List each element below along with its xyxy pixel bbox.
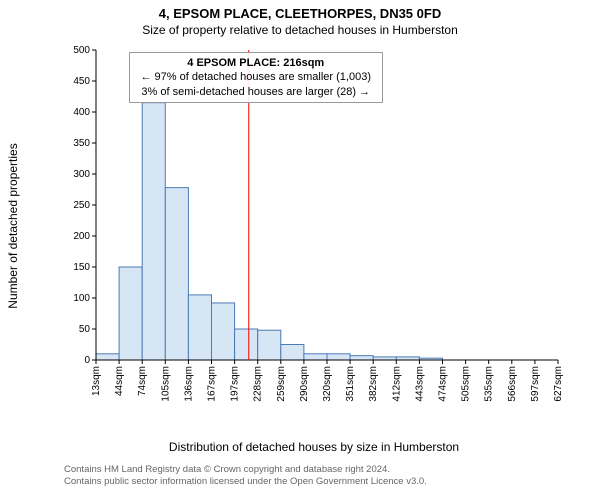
svg-text:351sqm: 351sqm [345, 366, 356, 402]
svg-text:412sqm: 412sqm [391, 366, 402, 402]
svg-text:228sqm: 228sqm [253, 366, 264, 402]
svg-text:50: 50 [79, 324, 91, 335]
annotation-line3: 3% of semi-detached houses are larger (2… [141, 86, 370, 98]
credits: Contains HM Land Registry data © Crown c… [64, 464, 427, 489]
svg-text:167sqm: 167sqm [207, 366, 218, 402]
chart-container: 4, EPSOM PLACE, CLEETHORPES, DN35 0FD Si… [0, 0, 600, 500]
svg-text:300: 300 [73, 169, 90, 180]
svg-text:443sqm: 443sqm [414, 366, 425, 402]
svg-text:44sqm: 44sqm [114, 366, 125, 396]
svg-text:320sqm: 320sqm [322, 366, 333, 402]
svg-text:566sqm: 566sqm [507, 366, 518, 402]
annotation-line2: ← 97% of detached houses are smaller (1,… [140, 71, 371, 83]
svg-text:200: 200 [73, 231, 90, 242]
svg-text:13sqm: 13sqm [91, 366, 102, 396]
svg-text:350: 350 [73, 138, 90, 149]
svg-text:627sqm: 627sqm [553, 366, 564, 402]
svg-text:535sqm: 535sqm [484, 366, 495, 402]
title-main: 4, EPSOM PLACE, CLEETHORPES, DN35 0FD [0, 0, 600, 21]
y-axis-label: Number of detached properties [6, 46, 22, 406]
x-axis-label: Distribution of detached houses by size … [64, 440, 564, 454]
svg-text:74sqm: 74sqm [137, 366, 148, 396]
svg-text:0: 0 [84, 355, 90, 366]
credits-line2: Contains public sector information licen… [64, 476, 427, 487]
svg-text:505sqm: 505sqm [461, 366, 472, 402]
svg-text:500: 500 [73, 46, 90, 56]
svg-text:259sqm: 259sqm [276, 366, 287, 402]
svg-text:382sqm: 382sqm [368, 366, 379, 402]
svg-text:290sqm: 290sqm [299, 366, 310, 402]
svg-text:136sqm: 136sqm [183, 366, 194, 402]
svg-text:474sqm: 474sqm [438, 366, 449, 402]
credits-line1: Contains HM Land Registry data © Crown c… [64, 464, 390, 475]
title-sub: Size of property relative to detached ho… [0, 21, 600, 37]
svg-text:597sqm: 597sqm [530, 366, 541, 402]
svg-text:150: 150 [73, 262, 90, 273]
svg-text:197sqm: 197sqm [230, 366, 241, 402]
svg-text:250: 250 [73, 200, 90, 211]
svg-text:400: 400 [73, 107, 90, 118]
chart-area: 0 50 100 150 200 250 300 350 400 450 500 13sqm 44sqm… [64, 46, 564, 406]
svg-text:100: 100 [73, 293, 90, 304]
annotation-box: 4 EPSOM PLACE: 216sqm ← 97% of detached … [129, 52, 383, 103]
svg-text:450: 450 [73, 76, 90, 87]
annotation-line1: 4 EPSOM PLACE: 216sqm [187, 57, 324, 69]
svg-text:105sqm: 105sqm [160, 366, 171, 402]
